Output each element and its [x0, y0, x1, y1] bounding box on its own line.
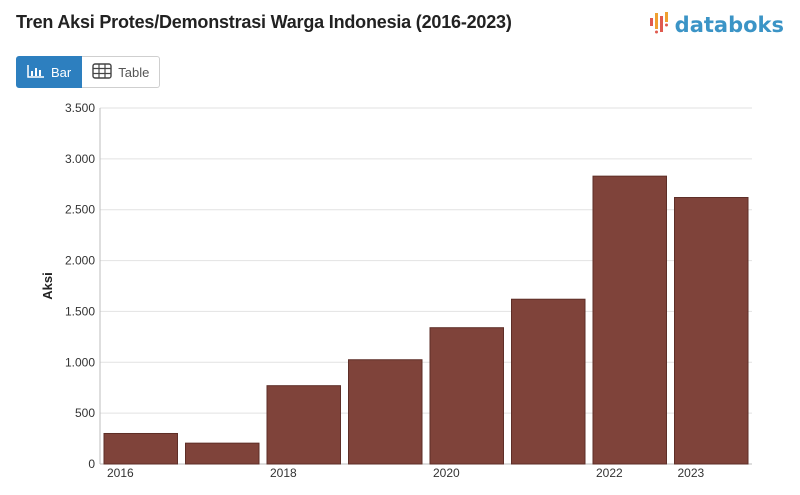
- x-tick-label: 2018: [270, 466, 297, 480]
- y-tick-label: 1.500: [65, 304, 95, 318]
- table-view-button[interactable]: Table: [82, 56, 161, 88]
- bar-view-button[interactable]: Bar: [16, 56, 83, 88]
- table-icon: [92, 62, 112, 82]
- chart-title: Tren Aksi Protes/Demonstrasi Warga Indon…: [16, 12, 512, 32]
- x-tick-label: 2022: [596, 466, 623, 480]
- x-tick-label: 2016: [107, 466, 134, 480]
- y-tick-label: 1.000: [65, 355, 95, 369]
- bar: [511, 298, 586, 465]
- databoks-logo-icon: [649, 10, 671, 39]
- view-toggle: Bar Table: [16, 56, 161, 88]
- y-axis-label: Aksi: [40, 272, 55, 299]
- table-view-label: Table: [118, 64, 150, 80]
- y-tick-label: 2.500: [65, 203, 95, 217]
- x-tick-label: 2023: [678, 466, 705, 480]
- y-tick-label: 500: [75, 406, 95, 420]
- brand-logo: databoks: [649, 10, 784, 39]
- brand-name: databoks: [674, 12, 784, 37]
- bar: [266, 385, 341, 465]
- bar: [674, 197, 749, 465]
- x-tick-label: 2020: [433, 466, 460, 480]
- bar: [429, 327, 504, 465]
- bar: [348, 359, 423, 465]
- bar-chart-icon: [27, 64, 45, 81]
- y-tick-label: 3.000: [65, 152, 95, 166]
- y-tick-label: 3.500: [65, 101, 95, 115]
- bar: [103, 432, 178, 465]
- y-tick-label: 0: [88, 457, 95, 471]
- bar: [185, 442, 260, 465]
- bar: [592, 175, 667, 465]
- y-tick-label: 2.000: [65, 254, 95, 268]
- bar-view-label: Bar: [51, 64, 72, 80]
